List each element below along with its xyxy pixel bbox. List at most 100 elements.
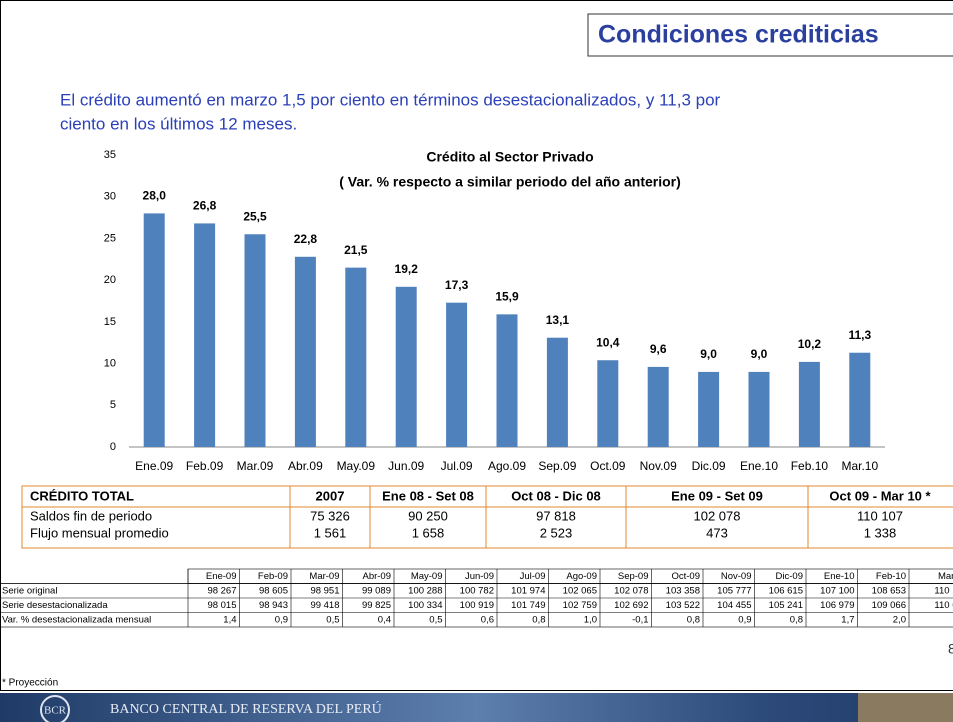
x-tick-label: May.09 xyxy=(337,459,376,473)
data-label: 17,3 xyxy=(445,278,469,292)
table-cell: 1,7 xyxy=(841,614,854,625)
chart-title: Crédito al Sector Privado xyxy=(426,149,593,165)
table-header: May-09 xyxy=(411,571,443,582)
bar xyxy=(345,267,367,447)
x-tick-label: Nov.09 xyxy=(640,459,677,473)
x-tick-label: Sep.09 xyxy=(538,459,576,473)
table-header: Ago-09 xyxy=(566,571,597,582)
bar xyxy=(798,361,820,447)
table-cell: 1 561 xyxy=(314,525,347,540)
bar xyxy=(546,337,568,447)
y-tick-label: 20 xyxy=(104,274,116,286)
table-cell: 100 919 xyxy=(460,600,494,611)
table-cell: 1 338 xyxy=(864,525,897,540)
data-label: 26,8 xyxy=(193,199,217,213)
x-tick-label: Ago.09 xyxy=(488,459,526,473)
table-header: Feb-09 xyxy=(258,571,288,582)
x-tick-label: Ene.10 xyxy=(740,459,778,473)
data-label: 13,1 xyxy=(546,313,570,327)
table-cell: 0,4 xyxy=(378,614,391,625)
table-cell: 106 979 xyxy=(820,600,854,611)
subtitle-line: El crédito aumentó en marzo 1,5 por cien… xyxy=(60,90,721,109)
bar xyxy=(294,256,316,447)
table-cell: 109 066 xyxy=(872,600,906,611)
table-header: Abr-09 xyxy=(362,571,391,582)
data-label: 22,8 xyxy=(294,232,318,246)
table-cell: 98 267 xyxy=(207,585,236,596)
bar xyxy=(496,314,518,447)
table-header: Nov-09 xyxy=(721,571,752,582)
y-tick-label: 15 xyxy=(104,316,116,328)
table-cell: 108 653 xyxy=(872,585,906,596)
table-cell: 103 522 xyxy=(666,600,700,611)
table-cell: 102 759 xyxy=(563,600,597,611)
table-border xyxy=(21,485,953,549)
bar xyxy=(194,223,216,447)
footer-text: BANCO CENTRAL DE RESERVA DEL PERÚ xyxy=(110,700,382,717)
bar xyxy=(395,286,417,447)
subtitle-line: ciento en los últimos 12 meses. xyxy=(60,114,297,133)
table-header: Mar-09 xyxy=(309,571,339,582)
data-label: 21,5 xyxy=(344,243,368,257)
table-cell: Serie original xyxy=(2,585,57,596)
table-cell: 101 749 xyxy=(511,600,545,611)
table-cell: 102 078 xyxy=(614,585,648,596)
table-cell: 110 107 xyxy=(857,508,903,523)
bar xyxy=(698,371,720,447)
table-cell: 98 605 xyxy=(259,585,288,596)
table-cell: 0,5 xyxy=(326,614,339,625)
chart: 0 5 10 15 20 25 30 35 Ene.09 28,0 Feb.09 26,8 Mar.09… xyxy=(104,149,885,473)
data-label: 28,0 xyxy=(143,189,167,203)
table-cell: 99 418 xyxy=(310,600,339,611)
table-cell: 75 326 xyxy=(310,508,350,523)
table-header: Oct 08 - Dic 08 xyxy=(511,488,601,503)
slide-title: Condiciones crediticias xyxy=(598,21,879,49)
table-cell: 98 951 xyxy=(310,585,339,596)
bar xyxy=(597,360,619,447)
table-cell: 2,0 xyxy=(893,614,906,625)
table-header: Oct-09 xyxy=(671,571,700,582)
x-tick-label: Mar.10 xyxy=(841,459,878,473)
x-tick-label: Mar.09 xyxy=(237,459,274,473)
table-cell: 0,9 xyxy=(738,614,751,625)
y-tick-label: 35 xyxy=(104,149,116,161)
y-tick-label: 5 xyxy=(110,399,116,411)
table-cell: 107 100 xyxy=(820,585,854,596)
footer-band xyxy=(0,693,953,722)
table-cell: 0,8 xyxy=(687,614,700,625)
table-header: Dic-09 xyxy=(776,571,803,582)
chart-subtitle: ( Var. % respecto a similar periodo del … xyxy=(339,174,681,190)
detail-table: Ene-09 Feb-09 Mar-09 Abr-09 May-09 Jun-09 Jul-… xyxy=(0,568,953,628)
slide-border xyxy=(0,0,953,691)
title-box xyxy=(587,13,953,57)
table-cell: 99 089 xyxy=(362,585,391,596)
table-cell: -0,1 xyxy=(632,614,648,625)
table-cell: 102 065 xyxy=(563,585,597,596)
table-cell: 98 943 xyxy=(259,600,288,611)
table-cell: 0,9 xyxy=(275,614,288,625)
table-cell: 110 6 xyxy=(934,600,953,611)
bar xyxy=(748,371,770,447)
table-header: Mar- xyxy=(938,571,953,582)
table-cell: 106 615 xyxy=(769,585,803,596)
table-cell: 100 334 xyxy=(408,600,442,611)
table-cell: 99 825 xyxy=(362,600,391,611)
data-label: 11,3 xyxy=(848,328,871,342)
table-header: Ene-09 xyxy=(206,571,237,582)
x-tick-label: Ene.09 xyxy=(135,459,173,473)
table-cell: 105 777 xyxy=(717,585,751,596)
data-label: 10,4 xyxy=(596,335,620,349)
table-cell: 100 288 xyxy=(408,585,442,596)
table-cell: 101 974 xyxy=(511,585,545,596)
table-header: Jul-09 xyxy=(520,571,546,582)
bar xyxy=(244,234,266,447)
bar xyxy=(647,366,669,447)
table-header: Ene-10 xyxy=(824,571,855,582)
bar xyxy=(446,302,468,447)
table-header: Jun-09 xyxy=(465,571,494,582)
table-header: Oct 09 - Mar 10 * xyxy=(829,488,931,503)
table-cell: 2 523 xyxy=(540,525,573,540)
table-cell: 105 241 xyxy=(769,600,803,611)
data-label: 19,2 xyxy=(395,262,419,276)
table-header: Ene 08 - Set 08 xyxy=(382,488,474,503)
